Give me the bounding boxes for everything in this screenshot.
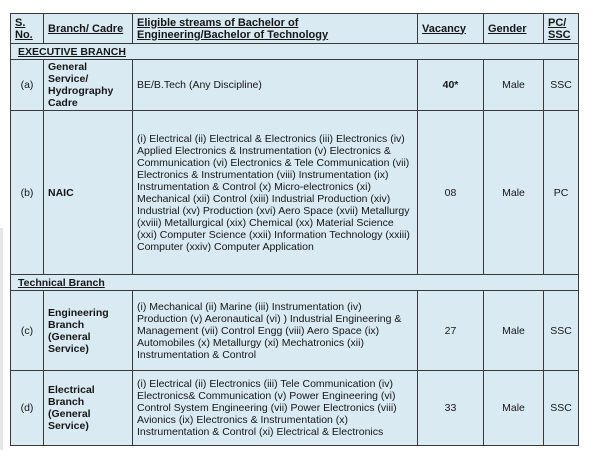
table-row: (a) General Service/ Hydrography Cadre B… xyxy=(10,59,579,111)
cell-sno: (c) xyxy=(10,290,44,371)
col-header-vacancy-label: Vacancy xyxy=(422,22,467,35)
cell-streams: (i) Electrical (ii) Electronics (iii) Te… xyxy=(132,370,418,446)
col-header-vacancy: Vacancy xyxy=(417,13,484,44)
section-label: Technical Branch xyxy=(18,276,105,289)
col-header-branch: Branch/ Cadre xyxy=(43,13,133,44)
col-header-streams: Eligible streams of Bachelor of Engineer… xyxy=(132,13,418,44)
col-header-pcssc: PC/ SSC xyxy=(543,13,579,44)
section-row: EXECUTIVE BRANCH xyxy=(10,43,579,60)
cell-vacancy: 40* xyxy=(417,59,484,111)
col-header-streams-label: Eligible streams of Bachelor of Engineer… xyxy=(137,16,329,41)
cell-gender: Male xyxy=(483,59,544,111)
col-header-branch-label: Branch/ Cadre xyxy=(48,22,124,35)
section-row: Technical Branch xyxy=(10,274,579,291)
col-header-pcssc-label: PC/ SSC xyxy=(548,16,571,41)
cell-branch: NAIC xyxy=(43,110,133,275)
table-row: (b) NAIC (i) Electrical (ii) Electrical … xyxy=(10,110,579,275)
cell-gender: Male xyxy=(483,110,544,275)
table-row: (c) Engineering Branch (General Service)… xyxy=(10,290,579,371)
col-header-sno-label: S. No. xyxy=(15,16,33,41)
col-header-gender: Gender xyxy=(483,13,544,44)
cell-pcssc: SSC xyxy=(543,370,579,446)
cell-branch: Electrical Branch (General Service) xyxy=(43,370,133,446)
cell-streams: (i) Mechanical (ii) Marine (iii) Instrum… xyxy=(132,290,418,371)
cell-sno: (d) xyxy=(10,370,44,446)
cell-vacancy: 33 xyxy=(417,370,484,446)
cell-vacancy: 27 xyxy=(417,290,484,371)
table-header-row: S. No. Branch/ Cadre Eligible streams of… xyxy=(10,13,579,44)
cell-branch: Engineering Branch (General Service) xyxy=(43,290,133,371)
cell-pcssc: SSC xyxy=(543,290,579,371)
scan-artifact xyxy=(0,228,3,450)
cell-vacancy: 08 xyxy=(417,110,484,275)
cell-branch: General Service/ Hydrography Cadre xyxy=(43,59,133,111)
cell-pcssc: SSC xyxy=(543,59,579,111)
table-row: (d) Electrical Branch (General Service) … xyxy=(10,370,579,446)
col-header-gender-label: Gender xyxy=(488,22,527,35)
section-label: EXECUTIVE BRANCH xyxy=(18,45,126,58)
cell-pcssc: PC xyxy=(543,110,579,275)
cell-streams: (i) Electrical (ii) Electrical & Electro… xyxy=(132,110,418,275)
cell-gender: Male xyxy=(483,290,544,371)
col-header-sno: S. No. xyxy=(10,13,44,44)
eligibility-table: S. No. Branch/ Cadre Eligible streams of… xyxy=(10,13,579,446)
table-body: EXECUTIVE BRANCH (a) General Service/ Hy… xyxy=(10,43,579,446)
section-cell: EXECUTIVE BRANCH xyxy=(10,43,579,60)
cell-streams: BE/B.Tech (Any Discipline) xyxy=(132,59,418,111)
cell-sno: (a) xyxy=(10,59,44,111)
section-cell: Technical Branch xyxy=(10,274,579,291)
cell-gender: Male xyxy=(483,370,544,446)
cell-sno: (b) xyxy=(10,110,44,275)
